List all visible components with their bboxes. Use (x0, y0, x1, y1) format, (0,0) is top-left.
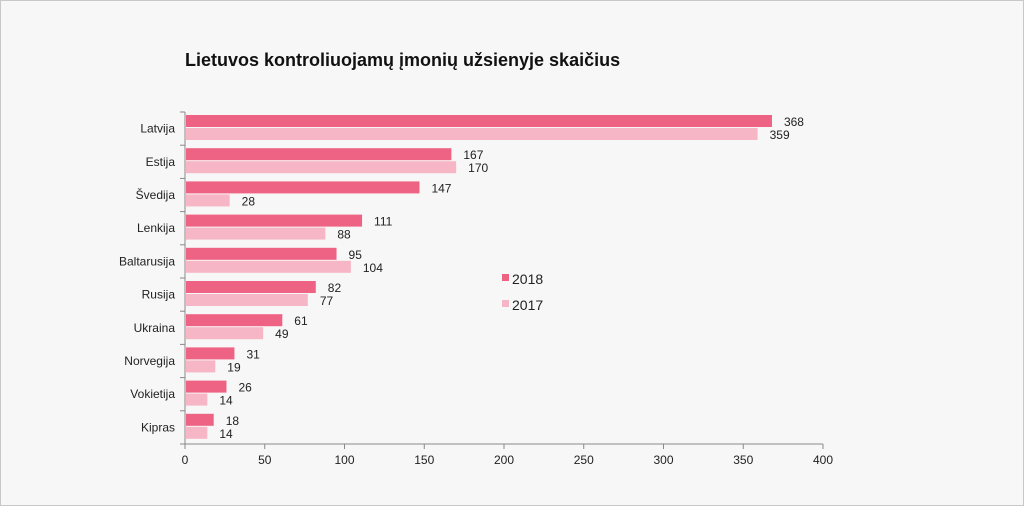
x-tick-label: 150 (414, 453, 434, 467)
data-label-2017: 359 (770, 128, 790, 142)
category-label: Lenkija (137, 221, 175, 235)
legend-swatch-2018 (502, 274, 509, 281)
bar-2017 (186, 327, 264, 340)
data-label-2018: 167 (463, 148, 483, 162)
category-label: Vokietija (130, 387, 175, 401)
data-label-2018: 111 (374, 215, 393, 229)
bar-2017 (186, 360, 216, 373)
category-label: Latvija (140, 122, 175, 136)
data-label-2018: 31 (246, 347, 260, 361)
bar-2018 (186, 281, 316, 293)
data-label-2018: 147 (431, 181, 451, 195)
bar-2017 (186, 260, 351, 273)
category-label: Norvegija (124, 354, 175, 368)
category-label: Ukraina (134, 321, 176, 335)
category-label: Kipras (141, 420, 175, 434)
data-label-2017: 49 (275, 327, 289, 341)
data-label-2018: 368 (784, 115, 804, 129)
bar-2017 (186, 128, 758, 140)
chart-title: Lietuvos kontroliuojamų įmonių užsienyje… (185, 50, 621, 70)
x-tick-label: 100 (334, 453, 354, 467)
x-tick-label: 250 (574, 453, 594, 467)
data-label-2017: 170 (468, 161, 488, 175)
data-label-2018: 18 (226, 414, 240, 428)
bar-2018 (186, 380, 227, 393)
bar-2018 (186, 115, 772, 127)
x-tick-label: 300 (653, 453, 673, 467)
bar-2018 (186, 148, 452, 161)
category-label: Estija (146, 155, 176, 169)
bar-2017 (186, 294, 308, 306)
legend-label-2018: 2018 (512, 271, 543, 287)
data-label-2017: 14 (219, 427, 233, 441)
data-label-2018: 26 (238, 381, 252, 395)
x-tick-label: 50 (258, 453, 272, 467)
legend-label-2017: 2017 (512, 297, 543, 313)
bar-2018 (186, 181, 420, 194)
category-label: Švedija (136, 187, 176, 202)
bar-2017 (186, 426, 208, 439)
x-tick-label: 200 (494, 453, 514, 467)
bar-2018 (186, 214, 363, 227)
x-tick-label: 350 (733, 453, 753, 467)
bar-2017 (186, 227, 326, 240)
data-label-2017: 104 (363, 261, 383, 275)
data-label-2017: 88 (337, 228, 351, 242)
category-label: Baltarusija (119, 254, 175, 268)
x-tick-label: 400 (813, 453, 833, 467)
category-label: Rusija (142, 288, 176, 302)
bar-2018 (186, 314, 283, 327)
data-label-2017: 19 (227, 360, 241, 374)
legend-swatch-2017 (502, 300, 509, 307)
bar-2018 (186, 413, 214, 426)
bar-2017 (186, 161, 457, 174)
data-label-2017: 14 (219, 394, 233, 408)
data-label-2017: 28 (242, 194, 256, 208)
bar-2018 (186, 247, 337, 260)
data-label-2017: 77 (320, 294, 334, 308)
data-label-2018: 95 (349, 248, 363, 262)
data-label-2018: 82 (328, 281, 342, 295)
x-tick-label: 0 (182, 453, 189, 467)
bar-2017 (186, 194, 230, 207)
bar-2017 (186, 393, 208, 406)
data-label-2018: 61 (294, 314, 308, 328)
bar-2018 (186, 347, 235, 360)
